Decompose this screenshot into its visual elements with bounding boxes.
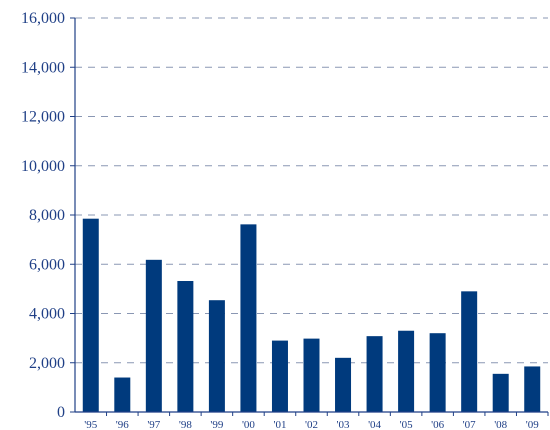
x-tick-label: '99	[210, 419, 223, 430]
y-tick-label: 14,000	[21, 59, 65, 76]
bar	[82, 218, 99, 412]
y-tick-label: 6,000	[29, 256, 65, 273]
y-tick-label: 16,000	[21, 10, 65, 27]
x-tick-label: '07	[463, 419, 476, 430]
x-tick-label: '02	[305, 419, 318, 430]
bar	[208, 300, 225, 412]
y-tick-label: 12,000	[21, 109, 65, 126]
bar	[145, 259, 162, 412]
bar	[366, 336, 383, 412]
x-axis-tick-labels: '95 '96 '97 '98 '99 '00 '01 '02 '03 '04 '05 '06 '07 '…	[84, 412, 549, 430]
y-tick-label: 4,000	[29, 306, 65, 323]
bars	[82, 218, 541, 412]
x-tick-label: '98	[179, 419, 192, 430]
bar	[177, 280, 194, 412]
x-tick-label: '96	[116, 419, 129, 430]
x-tick-label: '09	[526, 419, 539, 430]
bar	[240, 224, 257, 412]
y-tick-label: 2,000	[29, 355, 65, 372]
x-tick-label: '01	[273, 419, 286, 430]
x-tick-label: '00	[242, 419, 255, 430]
bar	[429, 333, 446, 412]
y-tick-label: 10,000	[21, 158, 65, 175]
y-tick-label: 8,000	[29, 207, 65, 224]
x-tick-label: '05	[400, 419, 413, 430]
y-tick-label: 0	[57, 404, 65, 421]
y-axis-tick-labels: 0 2,000 4,000 6,000 8,000 10,000 12,000 14,000 1…	[21, 10, 75, 421]
bar	[271, 340, 288, 412]
x-tick-label: '97	[147, 419, 160, 430]
bar	[398, 330, 415, 412]
x-tick-label: '95	[84, 419, 97, 430]
bar	[303, 338, 320, 412]
bar	[492, 373, 509, 412]
bar	[335, 357, 352, 412]
bar	[114, 377, 131, 412]
x-tick-label: '08	[494, 419, 507, 430]
x-tick-label: '06	[431, 419, 444, 430]
x-tick-label: '04	[368, 419, 381, 430]
bar	[461, 291, 478, 412]
x-tick-label: '03	[337, 419, 350, 430]
bar	[524, 366, 541, 412]
